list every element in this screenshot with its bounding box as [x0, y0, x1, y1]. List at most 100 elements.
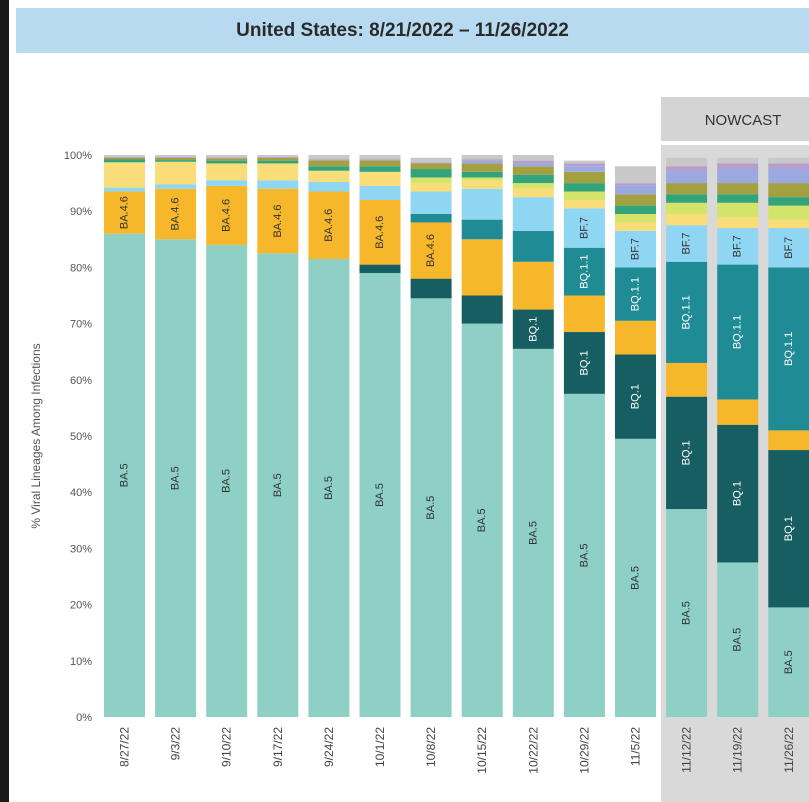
bar-segment — [512, 197, 554, 231]
x-tick-label: 10/22/22 — [526, 727, 540, 774]
bar-segment — [410, 169, 452, 178]
bar-segment — [768, 228, 809, 268]
x-tick-label: 11/5/22 — [629, 727, 643, 766]
bar-segment — [666, 214, 708, 226]
bar-segment — [717, 264, 759, 400]
bar-segment — [768, 163, 809, 170]
bar-stack: BA.5 BA.4.6 — [410, 157, 452, 717]
bar-segment — [768, 169, 809, 184]
y-tick-label: 10% — [70, 656, 92, 668]
y-axis-label: % Viral Lineages Among Infections — [29, 343, 43, 528]
bar-stack: BA.5 BA.4.6 — [206, 155, 248, 718]
bar-segment — [104, 191, 145, 234]
chart-title: United States: 8/21/2022 – 11/26/2022 — [236, 19, 569, 41]
x-axis-tick-labels: 8/27/22 9/3/22 9/10/22 9/17/22 9/24/22 10/1/2… — [118, 727, 796, 774]
y-axis: 0% 10% 20% 30% 40% 50% 60% 70% 80% 90% 100% % Viral… — [29, 150, 92, 724]
data-label: BQ.1.1 — [732, 315, 744, 349]
bar-segment — [206, 158, 248, 161]
data-label: BA.5 — [732, 628, 744, 652]
bar-segment — [257, 188, 299, 254]
y-tick-label: 20% — [70, 600, 92, 612]
bar-segment — [768, 450, 809, 608]
bar-segment — [410, 298, 452, 717]
bar-segment — [768, 197, 809, 206]
bar-segment — [308, 155, 350, 160]
y-tick-label: 0% — [76, 712, 92, 724]
nowcast-label: NOWCAST — [705, 112, 782, 129]
data-label: BA.4.6 — [374, 216, 386, 249]
data-label: BA.5 — [119, 463, 131, 487]
bar-segment — [666, 225, 708, 262]
bar-segment — [768, 430, 809, 451]
bar-segment — [461, 323, 503, 717]
data-label: BA.5 — [630, 566, 642, 590]
bar-segment — [410, 222, 452, 279]
bar-segment — [257, 163, 299, 181]
bar-segment — [563, 166, 605, 172]
x-tick-label: 10/15/22 — [475, 727, 489, 774]
bar-segment — [257, 157, 299, 161]
data-label: BA.5 — [374, 483, 386, 507]
data-label: BQ.1.1 — [630, 277, 642, 311]
bar-segment — [666, 362, 708, 397]
bar-segment — [410, 191, 452, 215]
bar-segment — [104, 162, 145, 188]
bar-segment — [206, 180, 248, 186]
bar-segment — [615, 166, 656, 184]
data-label: BQ.1 — [527, 317, 539, 342]
y-tick-label: 50% — [70, 431, 92, 443]
bar-segment — [410, 183, 452, 192]
bar-segment — [512, 163, 554, 167]
bar-segment — [563, 171, 605, 184]
bar-segment — [717, 562, 759, 717]
bar-segment — [666, 157, 708, 167]
data-label: BQ.1 — [578, 350, 590, 375]
bar-segment — [257, 160, 299, 164]
bar-segment — [563, 160, 605, 164]
bar-segment — [768, 219, 809, 229]
x-tick-label: 10/29/22 — [577, 727, 591, 774]
bar-segment — [615, 438, 656, 717]
bar-segment — [563, 393, 605, 717]
bar-segment — [666, 202, 708, 215]
bar-segment — [104, 157, 145, 160]
bar-segment — [768, 183, 809, 198]
data-label: BQ.1.1 — [783, 332, 795, 366]
data-label: BA.5 — [681, 601, 693, 625]
bar-segment — [563, 183, 605, 192]
bar-segment — [308, 181, 350, 192]
bar-stack: BA.5 BQ.1 BQ.1.1 BF.7 — [717, 157, 759, 717]
bar-segment — [666, 166, 708, 172]
data-label: BF.7 — [578, 217, 590, 239]
bar-segment — [563, 163, 605, 167]
bar-segment — [717, 424, 759, 563]
bar-segment — [410, 157, 452, 163]
x-tick-label: 9/10/22 — [220, 727, 234, 767]
bar-segment — [512, 160, 554, 164]
data-label: BA.5 — [425, 496, 437, 520]
data-label: BQ.1 — [681, 440, 693, 465]
bar-segment — [308, 166, 350, 171]
data-label: BF.7 — [681, 233, 693, 255]
bar-segment — [359, 155, 401, 160]
bar-segment — [717, 157, 759, 164]
bar-segment — [717, 183, 759, 195]
bar-segment — [615, 205, 656, 215]
bar-segment — [155, 161, 197, 185]
bar-segment — [257, 155, 299, 157]
bar-segment — [308, 191, 350, 259]
bar-segment — [206, 157, 248, 159]
bar-segment — [155, 156, 197, 158]
data-label: BQ.1 — [630, 384, 642, 409]
chart-title-bar: United States: 8/21/2022 – 11/26/2022 — [16, 8, 809, 53]
bar-stack: BA.5 BQ.1 BQ.1.1 BF.7 — [615, 166, 656, 717]
bar-segment — [410, 214, 452, 223]
bars: BA.5 BA.4.6 BA.5 BA.4.6 BA.5 BA.4.6 BA.5 BA.4.6… — [104, 155, 809, 718]
bar-segment — [461, 155, 503, 160]
data-label: BA.5 — [783, 650, 795, 674]
bar-segment — [512, 166, 554, 175]
bar-segment — [410, 278, 452, 299]
bar-segment — [615, 320, 656, 355]
bar-segment — [461, 219, 503, 240]
